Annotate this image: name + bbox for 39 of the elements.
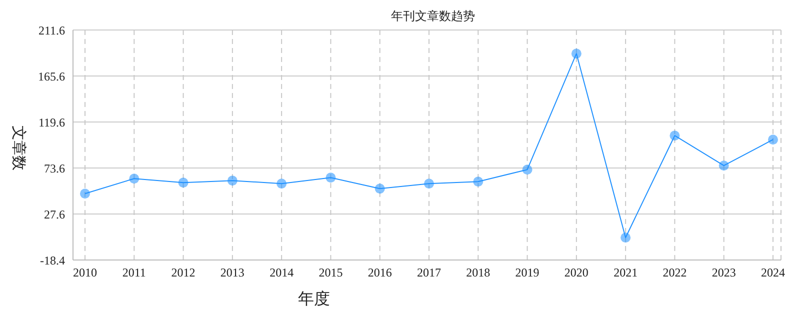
point xyxy=(424,178,434,189)
x-axis-title: 年度 xyxy=(298,290,330,308)
y-tick-label: 27.6 xyxy=(44,207,65,222)
x-tick-label: 2011 xyxy=(122,266,146,280)
point xyxy=(129,174,140,184)
x-tick-label: 2010 xyxy=(73,266,97,280)
x-tick-label: 2023 xyxy=(712,266,736,280)
x-tick-label: 2013 xyxy=(220,266,244,280)
x-tick-label: 2022 xyxy=(662,266,687,280)
point xyxy=(374,184,385,194)
point xyxy=(80,188,90,199)
point xyxy=(276,178,287,189)
point xyxy=(326,172,336,183)
x-tick-label: 2012 xyxy=(171,266,196,280)
x-tick-label: 2017 xyxy=(417,266,441,280)
point xyxy=(178,178,188,188)
y-tick-label: 211.6 xyxy=(38,23,65,38)
y-axis-title: 文章数 xyxy=(10,126,27,170)
y-tick-label: 165.6 xyxy=(38,69,65,84)
y-tick-label: 119.6 xyxy=(38,115,65,130)
point xyxy=(670,130,680,141)
point xyxy=(473,176,484,187)
x-tick-label: 2019 xyxy=(515,266,540,280)
x-tick-label: 2018 xyxy=(466,266,490,280)
y-tick-label: -18.4 xyxy=(40,253,65,268)
x-tick-label: 2024 xyxy=(761,266,785,280)
x-tick-label: 2021 xyxy=(614,266,638,280)
point xyxy=(620,232,631,243)
point xyxy=(522,164,532,175)
point xyxy=(768,134,778,145)
x-tick-label: 2014 xyxy=(270,266,294,280)
y-tick-label: 73.6 xyxy=(44,161,65,176)
point xyxy=(227,176,238,186)
x-tick-label: 2016 xyxy=(368,266,392,280)
x-tick-label: 2015 xyxy=(318,266,343,280)
chart-title: 年刊文章数趋势 xyxy=(390,8,476,25)
point xyxy=(718,160,729,171)
x-tick-label: 2020 xyxy=(564,266,588,280)
point xyxy=(571,48,582,59)
